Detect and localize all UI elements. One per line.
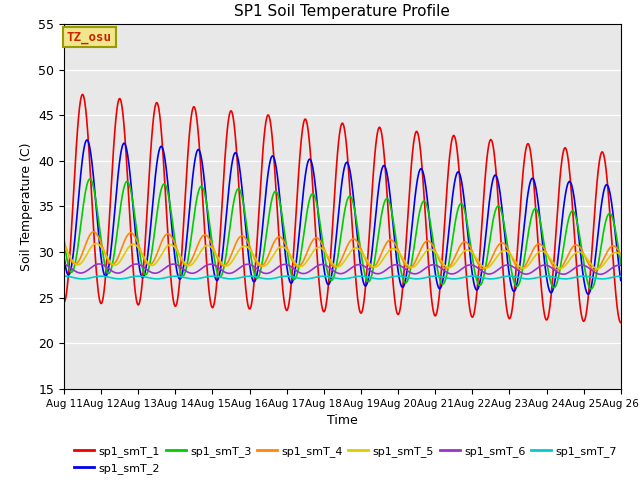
Y-axis label: Soil Temperature (C): Soil Temperature (C) <box>20 142 33 271</box>
Legend: sp1_smT_1, sp1_smT_2, sp1_smT_3, sp1_smT_4, sp1_smT_5, sp1_smT_6, sp1_smT_7: sp1_smT_1, sp1_smT_2, sp1_smT_3, sp1_smT… <box>70 442 621 478</box>
Title: SP1 Soil Temperature Profile: SP1 Soil Temperature Profile <box>234 4 451 19</box>
X-axis label: Time: Time <box>327 414 358 427</box>
Text: TZ_osu: TZ_osu <box>67 31 112 44</box>
